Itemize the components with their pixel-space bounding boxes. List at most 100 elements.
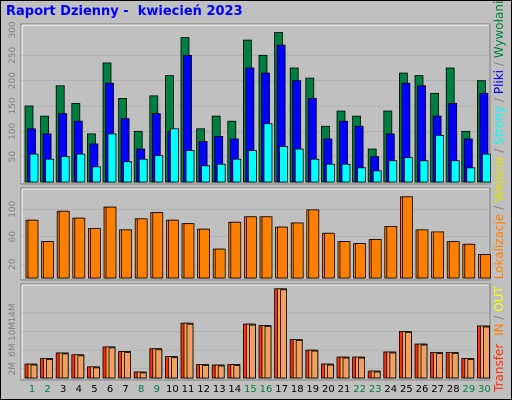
bar-strony [138, 158, 148, 183]
legend-slash: / [492, 61, 506, 66]
report-title: Raport Dzienny - kwiecień 2023 [6, 4, 243, 19]
bar-lokalizacje [214, 248, 226, 279]
bar-out [373, 371, 381, 379]
bar-lokalizacje [183, 223, 195, 279]
bar-lokalizacje [90, 228, 101, 279]
bar-strony [388, 160, 398, 183]
bar-out [155, 349, 163, 379]
day-label: 1 [29, 384, 35, 395]
bar-lokalizacje [417, 229, 429, 279]
y-tick-label: 14M [8, 303, 18, 322]
legend-lokalizacje: Lokalizacje [492, 214, 506, 280]
bar-lokalizacje [230, 221, 242, 279]
bar-strony [357, 167, 367, 183]
bar-lokalizacje [261, 216, 273, 279]
bar-strony [201, 165, 211, 183]
bar-out [264, 326, 272, 379]
day-label: 17 [275, 384, 288, 395]
bar-strony [123, 161, 132, 183]
bar-lokalizacje [74, 217, 86, 279]
bar-strony [419, 160, 429, 183]
y-tick-label: 50 [8, 151, 18, 163]
bar-out [389, 352, 397, 379]
bar-out [467, 359, 475, 379]
day-label: 11 [182, 384, 195, 395]
bar-out [77, 355, 85, 379]
day-label: 28 [447, 384, 460, 395]
bar-strony [107, 133, 117, 183]
day-label: 8 [138, 384, 144, 395]
bar-strony [325, 163, 335, 183]
y-tick-label: 2M [8, 362, 18, 376]
bar-lokalizacje [355, 243, 367, 279]
middle-chart-bars [22, 196, 491, 279]
bar-out [451, 353, 459, 379]
day-label: 3 [60, 384, 66, 395]
bar-out [326, 364, 334, 379]
bar-strony [92, 166, 101, 183]
day-label: 22 [353, 384, 366, 395]
bar-strony [232, 158, 242, 183]
bar-strony [29, 153, 39, 183]
bar-lokalizacje [433, 231, 445, 279]
day-label: 24 [384, 384, 397, 395]
day-label: 14 [228, 384, 241, 395]
bar-strony [481, 153, 491, 183]
y-tick-label: 300 [8, 21, 18, 38]
bar-out [342, 357, 350, 379]
bar-out [482, 326, 490, 379]
right-legend: Transfer IN / OUT Lokalizacje / Wejścia … [492, 0, 506, 393]
day-label: 21 [338, 384, 351, 395]
day-label: 10 [166, 384, 179, 395]
day-label: 26 [416, 384, 429, 395]
legend-slash: / [492, 97, 506, 102]
bar-strony [466, 167, 476, 183]
bar-lokalizacje [292, 222, 304, 279]
day-label: 9 [154, 384, 160, 395]
bar-out [139, 372, 147, 379]
legend-strony: Strony [492, 106, 506, 145]
day-label: 23 [369, 384, 382, 395]
bar-lokalizacje [386, 225, 398, 279]
legend-out: OUT [492, 285, 506, 311]
bar-strony [341, 163, 351, 183]
bar-lokalizacje [464, 243, 476, 279]
bar-strony [45, 158, 54, 183]
legend-wejscia: Wejścia [492, 157, 506, 202]
bar-out [280, 289, 288, 379]
y-tick-label: 20 [8, 258, 18, 270]
legend-text: Transfer IN / OUT Lokalizacje / Wejścia … [492, 0, 506, 393]
bar-out [295, 340, 303, 379]
bar-lokalizacje [448, 241, 460, 279]
bar-out [248, 324, 256, 379]
bar-lokalizacje [121, 229, 132, 279]
bar-out [30, 364, 38, 379]
bar-out [186, 323, 194, 379]
bar-lokalizacje [245, 216, 257, 279]
day-label: 6 [107, 384, 113, 395]
bar-strony [263, 123, 273, 183]
day-label: 20 [322, 384, 335, 395]
legend-slash: / [492, 148, 506, 153]
day-label: 12 [197, 384, 210, 395]
bar-strony [435, 134, 445, 183]
bar-strony [247, 150, 257, 183]
bar-strony [169, 128, 179, 183]
bar-lokalizacje [27, 219, 39, 279]
x-day-labels: 1 2 3 4 5 6 7 8 9 10 11 12 13 14 15 16 17 18 19 20 21 22 23 24 2… [29, 384, 491, 395]
bar-lokalizacje [199, 228, 211, 279]
bar-strony [216, 163, 226, 183]
day-label: 27 [431, 384, 444, 395]
bar-lokalizacje [58, 210, 70, 279]
legend-transfer: Transfer [492, 344, 506, 393]
bar-strony [185, 150, 195, 183]
bar-strony [294, 148, 304, 183]
bar-strony [450, 160, 460, 183]
bar-lokalizacje [339, 241, 351, 279]
y-tick-label: 200 [8, 72, 18, 89]
bar-lokalizacje [105, 206, 117, 279]
bar-out [93, 367, 100, 379]
bar-strony [372, 170, 382, 183]
